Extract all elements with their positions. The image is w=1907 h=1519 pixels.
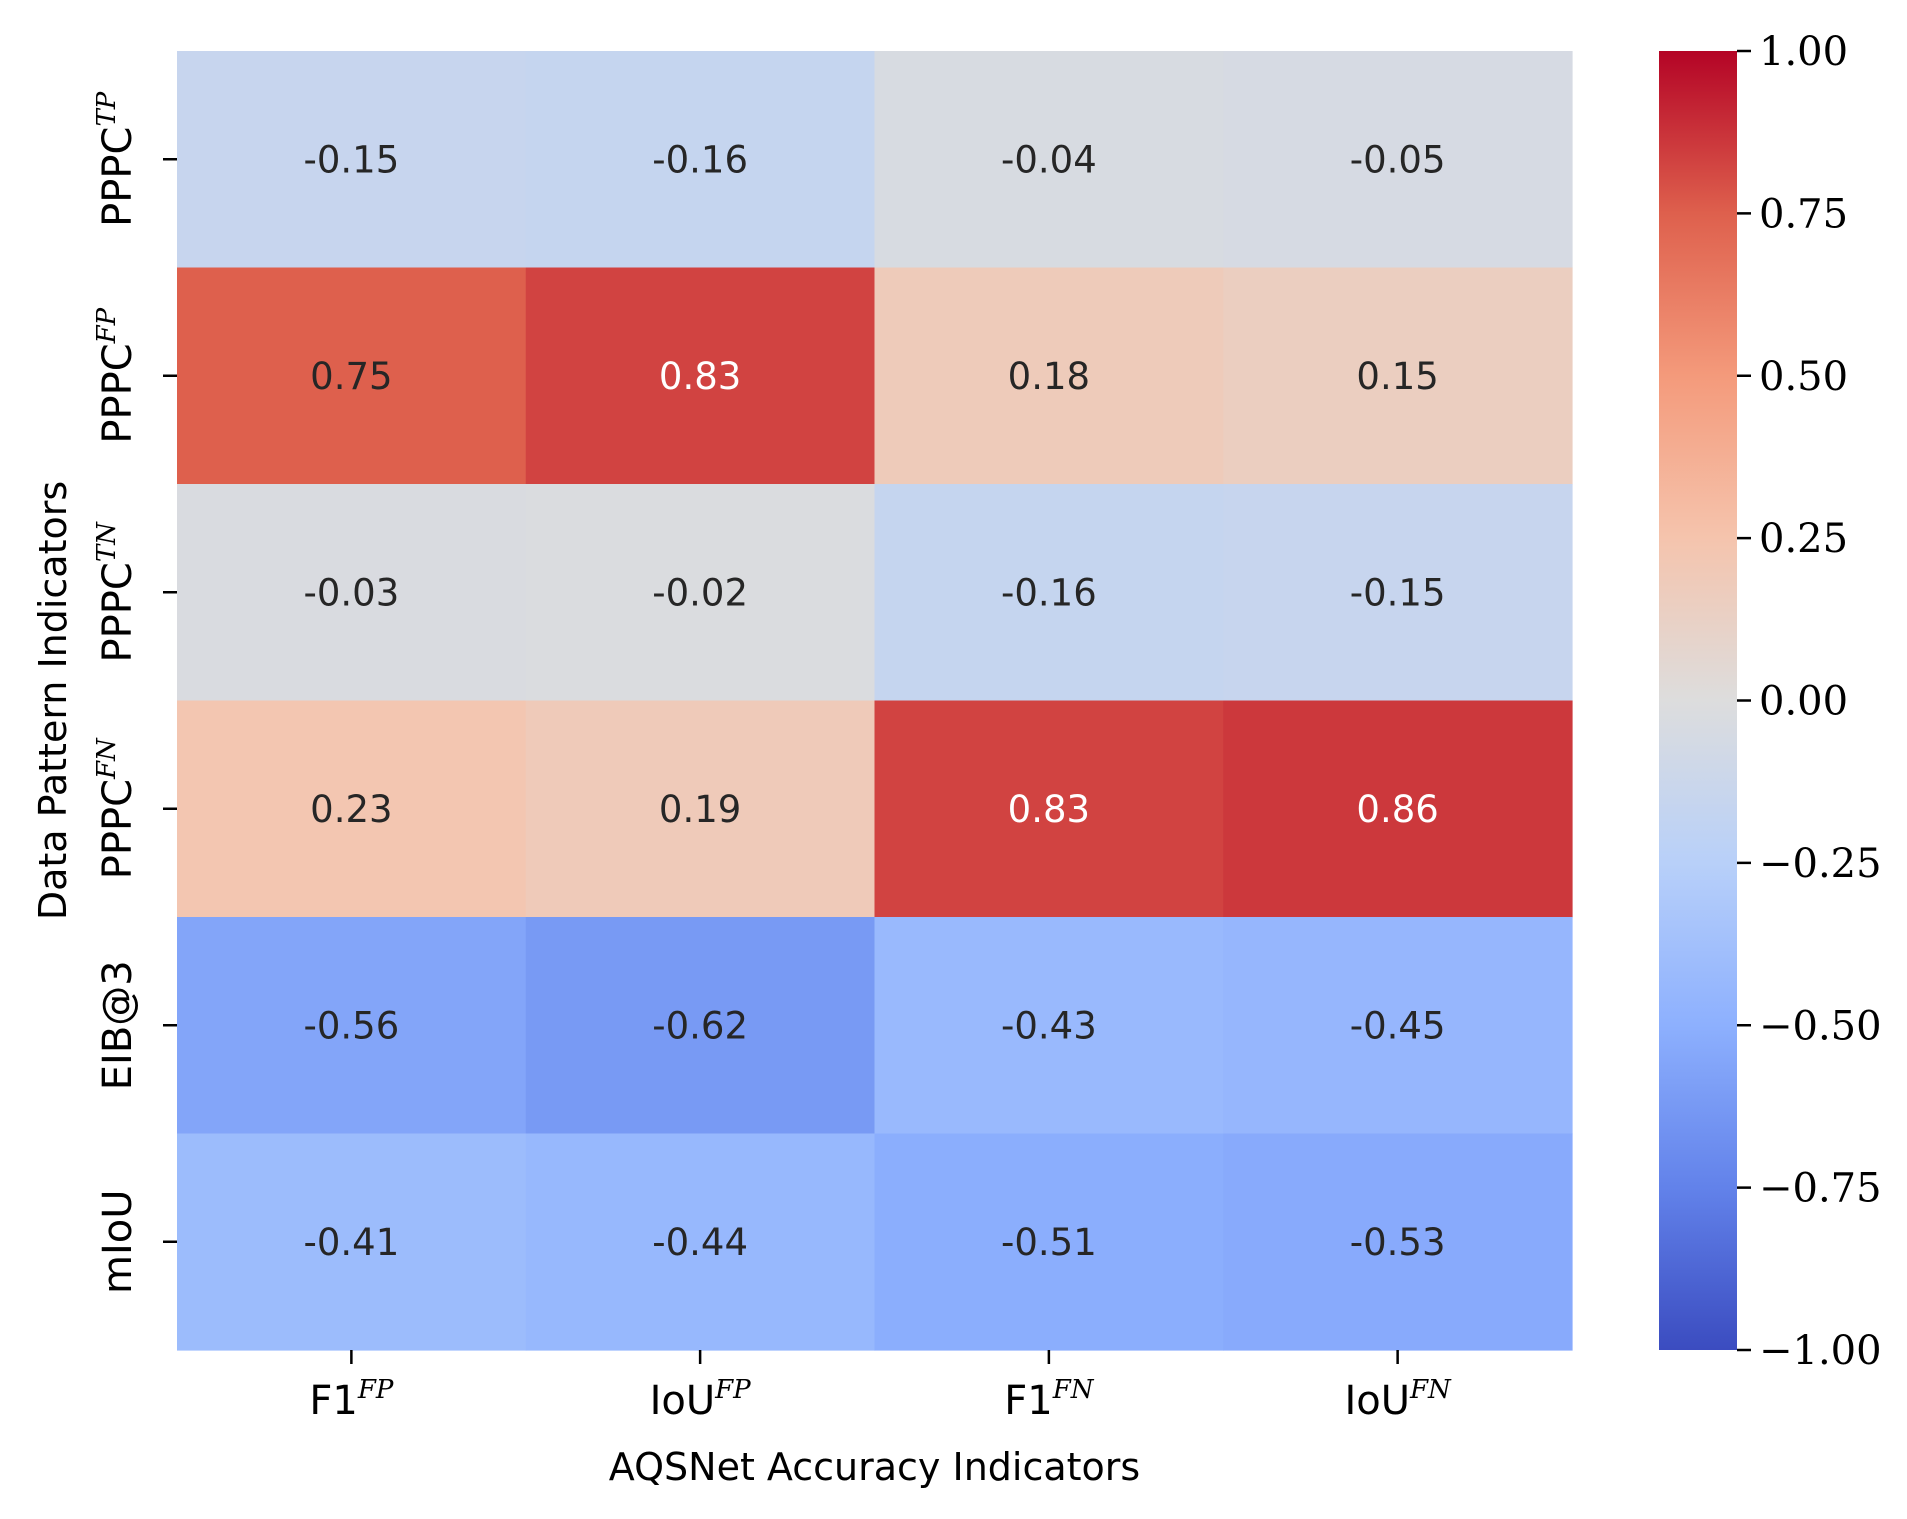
y-tick-label: PPPCFP (92, 307, 141, 443)
y-axis-title: Data Pattern Indicators (31, 481, 75, 920)
heatmap-cell (525, 700, 876, 918)
heatmap-cell (177, 700, 527, 918)
x-axis: F1FP IoUFP F1FN IoUFN (309, 1350, 1452, 1424)
heatmap-cell (525, 267, 876, 485)
colorbar-tick-label: −0.75 (1759, 1166, 1882, 1212)
colorbar-tick-label: 0.75 (1759, 191, 1848, 237)
colorbar: 1.00 0.75 0.50 0.25 0.00 −0.25 −0.50 −0.75 −1.00 (1659, 29, 1882, 1374)
heatmap-cells (177, 51, 1573, 1351)
heatmap-cell (874, 1133, 1224, 1351)
cell-value-label: -0.41 (304, 1221, 400, 1264)
heatmap-cell (525, 51, 876, 269)
colorbar-tick-label: 0.25 (1759, 516, 1848, 562)
heatmap-cell (177, 1133, 527, 1351)
heatmap-cell (1223, 700, 1573, 918)
cell-value-label: 0.23 (310, 788, 392, 831)
colorbar-tick-label: 0.50 (1759, 354, 1848, 400)
heatmap-cell (1223, 267, 1573, 485)
cell-value-label: 0.83 (659, 355, 741, 398)
cell-value-label: -0.16 (1001, 571, 1097, 614)
colorbar-tick-label: −1.00 (1759, 1328, 1882, 1374)
colorbar-tick-label: 1.00 (1759, 29, 1848, 75)
heatmap-cell (177, 267, 527, 485)
cell-value-label: -0.53 (1350, 1221, 1446, 1264)
x-tick-label: F1FP (309, 1375, 394, 1424)
cell-value-label: -0.15 (1350, 571, 1446, 614)
heatmap-cell (1223, 484, 1573, 702)
cell-value-label: -0.16 (652, 138, 748, 181)
heatmap-cell (1223, 917, 1573, 1135)
x-tick-label: IoUFN (1344, 1375, 1452, 1424)
cell-value-label: -0.44 (652, 1221, 748, 1264)
cell-value-label: -0.51 (1001, 1221, 1097, 1264)
cell-value-label: -0.43 (1001, 1004, 1097, 1047)
cell-value-label: -0.45 (1350, 1004, 1446, 1047)
heatmap-cell (1223, 51, 1573, 269)
heatmap-cell (874, 917, 1224, 1135)
colorbar-tick-label: −0.50 (1759, 1003, 1882, 1049)
heatmap-cell (525, 917, 876, 1135)
cell-value-label: 0.15 (1356, 355, 1438, 398)
heatmap-cell (177, 917, 527, 1135)
colorbar-tick-label: −0.25 (1759, 841, 1882, 887)
heatmap-cell (874, 484, 1224, 702)
heatmap-cell (874, 267, 1224, 485)
cell-value-label: 0.18 (1008, 355, 1090, 398)
heatmap-cell (525, 484, 876, 702)
cell-value-label: -0.03 (304, 571, 400, 614)
cell-value-label: -0.02 (652, 571, 748, 614)
cell-value-label: 0.19 (659, 788, 741, 831)
heatmap-cell (177, 51, 527, 269)
cell-value-label: 0.83 (1008, 788, 1090, 831)
x-axis-title: AQSNet Accuracy Indicators (609, 1445, 1140, 1489)
heatmap-cell (525, 1133, 876, 1351)
heatmap-cell (1223, 1133, 1573, 1351)
heatmap-annotations: -0.15 -0.16 -0.04 -0.05 0.75 0.83 0.18 0.15 -0.0… (304, 138, 1446, 1264)
cell-value-label: 0.75 (310, 355, 392, 398)
cell-value-label: -0.04 (1001, 138, 1097, 181)
y-tick-label: PPPCTP (92, 91, 141, 227)
cell-value-label: -0.62 (652, 1004, 748, 1047)
x-tick-label: IoUFP (650, 1375, 752, 1424)
y-tick-label: PPPCTN (92, 521, 141, 663)
heatmap-cell (177, 484, 527, 702)
x-tick-label: F1FN (1004, 1375, 1095, 1424)
colorbar-tick-label: 0.00 (1759, 679, 1848, 725)
y-tick-label: EIB@3 (95, 960, 141, 1090)
cell-value-label: -0.15 (304, 138, 400, 181)
heatmap-cell (874, 700, 1224, 918)
y-tick-label: mIoU (95, 1189, 141, 1294)
heatmap-cell (874, 51, 1224, 269)
y-axis: PPPCTP PPPCFP PPPCTN PPPCFN EIB@3 mIoU (92, 91, 177, 1294)
cell-value-label: 0.86 (1356, 788, 1438, 831)
colorbar-gradient (1659, 51, 1737, 1350)
cell-value-label: -0.56 (304, 1004, 400, 1047)
y-tick-label: PPPCFN (92, 737, 141, 879)
cell-value-label: -0.05 (1350, 138, 1446, 181)
